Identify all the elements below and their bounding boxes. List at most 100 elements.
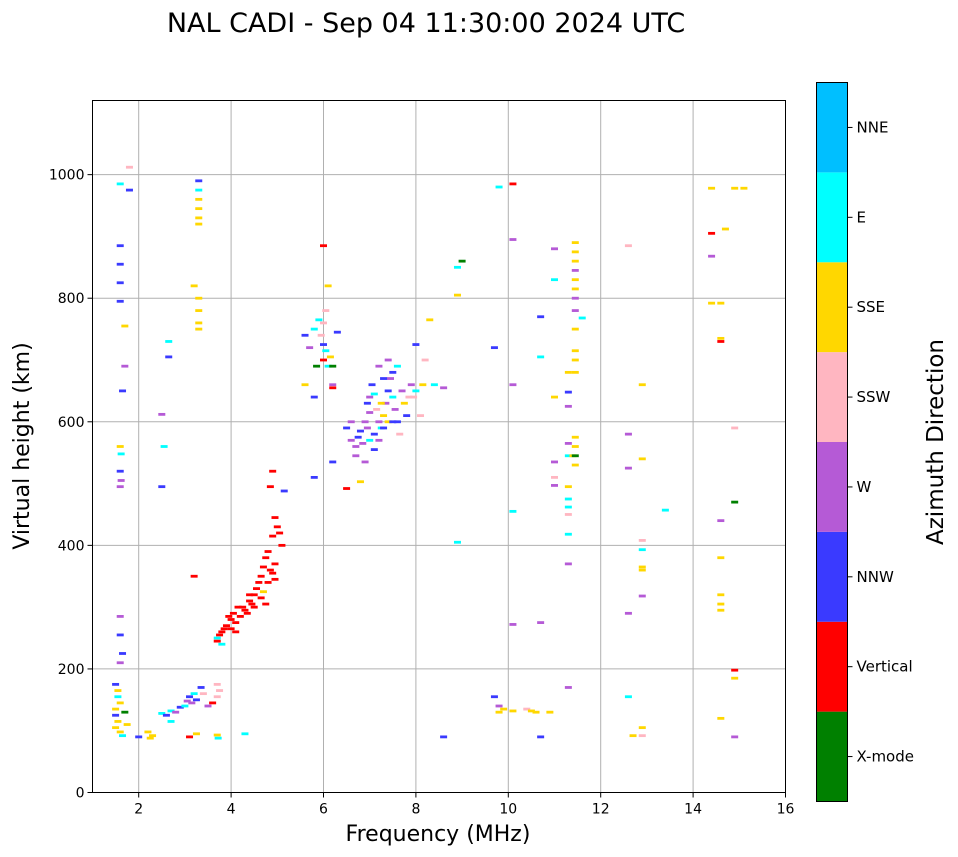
data-point bbox=[322, 349, 330, 353]
data-point bbox=[352, 445, 360, 448]
data-point bbox=[119, 734, 127, 738]
data-point bbox=[183, 699, 191, 703]
data-point bbox=[301, 333, 309, 337]
data-point bbox=[407, 383, 415, 387]
data-point bbox=[453, 293, 461, 297]
data-point bbox=[389, 395, 397, 399]
data-point bbox=[190, 284, 198, 288]
data-point bbox=[624, 611, 632, 615]
data-point bbox=[273, 525, 281, 529]
data-point bbox=[495, 185, 503, 189]
data-point bbox=[375, 420, 383, 424]
data-point bbox=[225, 615, 233, 618]
colorbar-segment bbox=[816, 711, 848, 802]
data-point bbox=[123, 723, 131, 726]
data-point bbox=[320, 321, 327, 325]
data-point bbox=[661, 508, 669, 512]
data-point bbox=[259, 565, 267, 569]
data-point bbox=[375, 364, 383, 368]
data-point bbox=[269, 469, 277, 473]
data-point bbox=[509, 383, 517, 387]
data-point bbox=[259, 590, 267, 594]
data-point bbox=[458, 259, 466, 263]
x-axis-ticks: 2 4 6 8 10 12 14 16 bbox=[134, 792, 794, 818]
y-tick-label: 600 bbox=[58, 415, 85, 431]
data-point bbox=[564, 442, 572, 445]
data-point bbox=[216, 689, 224, 692]
data-point bbox=[717, 336, 725, 340]
data-point bbox=[717, 556, 725, 560]
data-point bbox=[740, 186, 748, 190]
data-point bbox=[250, 605, 258, 609]
data-point bbox=[354, 435, 362, 439]
data-point bbox=[380, 414, 388, 418]
data-point bbox=[125, 165, 133, 169]
data-point bbox=[551, 484, 558, 487]
data-point bbox=[195, 327, 203, 331]
data-point bbox=[234, 605, 242, 609]
data-point bbox=[333, 330, 341, 334]
data-point bbox=[310, 327, 318, 331]
data-point bbox=[213, 682, 221, 686]
data-point bbox=[551, 395, 558, 399]
data-point bbox=[571, 349, 579, 353]
colorbar-label: X-mode bbox=[857, 748, 914, 766]
y-axis-ticks: 0 200 400 600 800 1000 bbox=[49, 168, 93, 802]
data-point bbox=[721, 227, 729, 231]
data-point bbox=[188, 701, 196, 705]
data-point bbox=[363, 426, 371, 430]
data-point bbox=[509, 238, 517, 241]
colorbar-label: NNW bbox=[857, 568, 894, 586]
data-point bbox=[121, 324, 129, 328]
colorbar-label: E bbox=[857, 208, 866, 226]
data-point bbox=[347, 438, 355, 442]
data-point bbox=[320, 358, 327, 362]
data-point bbox=[440, 386, 448, 390]
data-point bbox=[537, 315, 545, 319]
data-point bbox=[624, 695, 632, 699]
colorbar-segment bbox=[816, 621, 848, 712]
data-point bbox=[509, 623, 517, 626]
data-point bbox=[195, 296, 203, 300]
data-point bbox=[213, 639, 221, 643]
colorbar-segment bbox=[816, 82, 848, 173]
data-point bbox=[421, 358, 429, 362]
data-point bbox=[192, 698, 200, 702]
y-tick-label: 200 bbox=[58, 662, 85, 678]
data-point bbox=[167, 709, 175, 713]
data-point bbox=[717, 301, 725, 305]
data-point bbox=[708, 186, 716, 190]
data-point bbox=[537, 355, 545, 359]
data-point bbox=[116, 281, 124, 285]
data-point bbox=[197, 686, 205, 689]
data-point bbox=[116, 661, 124, 665]
data-point bbox=[343, 487, 351, 490]
data-point bbox=[167, 720, 175, 723]
grid-lines bbox=[92, 100, 786, 793]
data-point bbox=[391, 408, 399, 411]
data-point bbox=[490, 346, 498, 350]
data-point bbox=[638, 383, 646, 387]
data-point bbox=[172, 710, 180, 714]
data-point bbox=[326, 355, 334, 359]
data-point bbox=[509, 709, 517, 713]
data-point bbox=[116, 182, 124, 186]
data-point bbox=[368, 383, 376, 387]
data-point bbox=[384, 389, 392, 393]
data-point bbox=[638, 457, 646, 461]
data-point bbox=[551, 278, 558, 282]
data-point bbox=[564, 485, 572, 489]
data-point bbox=[366, 411, 374, 414]
data-point bbox=[405, 395, 413, 399]
colorbar-label: Vertical bbox=[857, 658, 913, 676]
data-point bbox=[370, 392, 378, 396]
data-point bbox=[121, 364, 129, 368]
data-point bbox=[410, 395, 418, 399]
data-point bbox=[564, 370, 572, 374]
x-tick-label: 6 bbox=[319, 802, 328, 818]
data-point bbox=[638, 726, 646, 730]
data-point bbox=[417, 414, 425, 418]
data-point bbox=[400, 401, 408, 405]
data-point bbox=[532, 710, 540, 714]
data-point bbox=[384, 420, 392, 424]
